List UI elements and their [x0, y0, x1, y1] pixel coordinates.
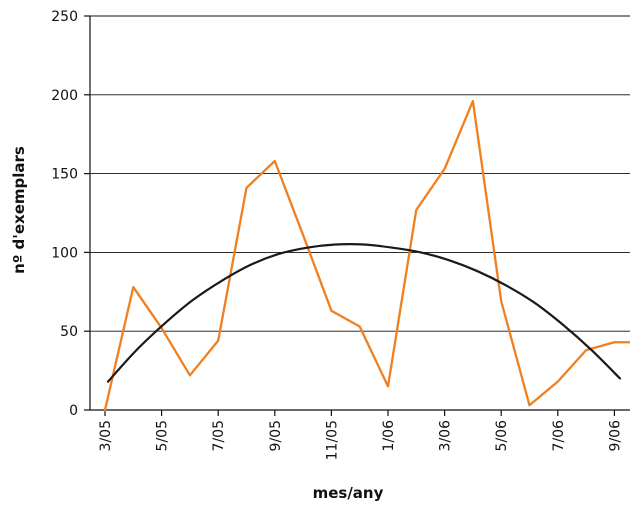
x-tick-label: 11/05 [324, 420, 340, 460]
x-tick-label: 3/05 [98, 420, 114, 451]
y-axis-title: nº d'exemplars [10, 146, 28, 274]
x-tick-label: 7/06 [551, 420, 567, 452]
x-axis-title: mes/any [313, 484, 384, 502]
series-layer [103, 99, 630, 412]
x-tick-label: 7/05 [211, 420, 227, 451]
observed-series-line [103, 99, 630, 412]
x-axis-ticks: 3/05 5/05 7/05 9/05 11/05 1/06 3/06 5/06 7/06 9/0… [98, 410, 623, 460]
y-tick-label: 50 [60, 324, 78, 340]
y-tick-label: 100 [51, 245, 78, 261]
y-tick-label: 200 [51, 88, 78, 104]
y-axis-ticks: 0 50 100 150 200 250 [51, 9, 90, 419]
trend-line [106, 243, 622, 383]
x-tick-label: 5/06 [494, 420, 510, 452]
x-tick-label: 3/06 [438, 420, 454, 452]
y-tick-label: 0 [69, 403, 78, 419]
y-tick-label: 150 [51, 167, 78, 183]
y-tick-label: 250 [51, 9, 78, 25]
x-tick-label: 1/06 [381, 420, 397, 452]
x-tick-label: 5/05 [155, 420, 171, 451]
x-tick-label: 9/06 [607, 420, 623, 452]
x-tick-label: 9/05 [268, 420, 284, 451]
grid-lines [90, 15, 630, 332]
